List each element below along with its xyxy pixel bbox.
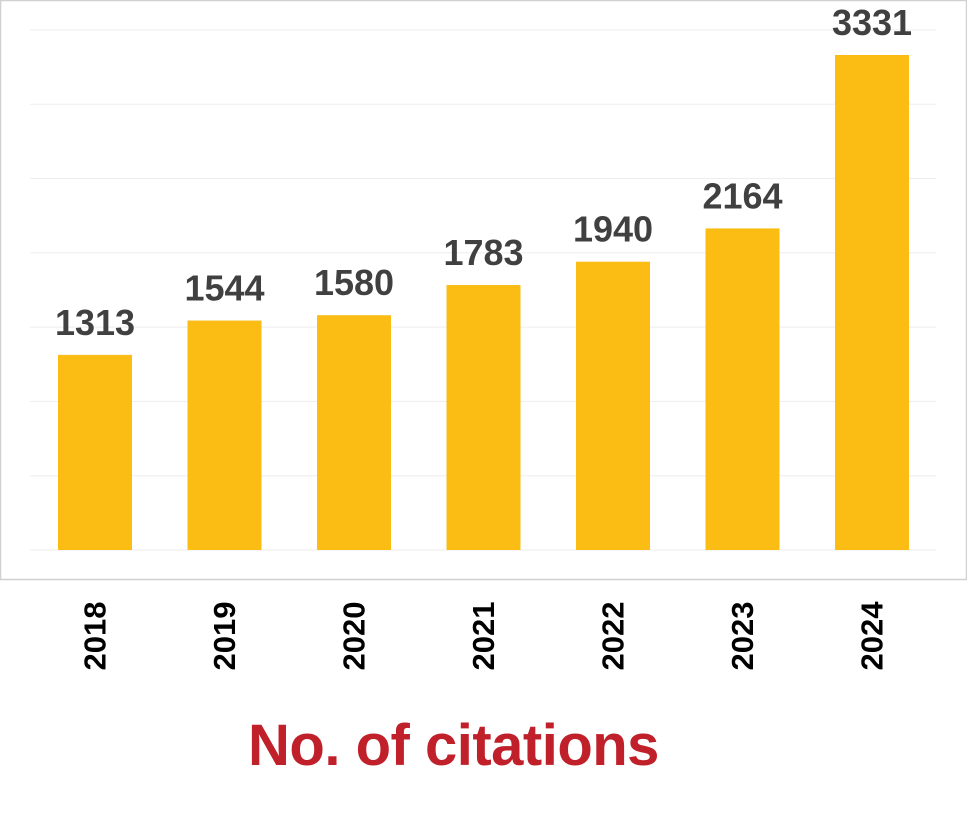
value-label-2023: 2164 — [702, 175, 782, 216]
value-label-2020: 1580 — [314, 262, 394, 303]
bar-2023 — [705, 228, 780, 550]
value-labels: 1313 1544 1580 1783 1940 2164 3331 — [55, 2, 912, 343]
bar-2022 — [576, 261, 650, 550]
x-axis-caption: No. of citations — [248, 713, 659, 778]
x-tick-label-2023: 2023 — [725, 602, 760, 671]
grid-lines — [30, 29, 936, 551]
bar-2020 — [317, 315, 391, 550]
x-tick-label-2022: 2022 — [596, 602, 631, 671]
x-tick-label-2019: 2019 — [207, 602, 242, 671]
bars — [58, 55, 909, 550]
x-tick-label-2020: 2020 — [337, 602, 372, 671]
x-tick-labels: 2018 2019 2020 2021 2022 2023 2024 — [78, 601, 890, 671]
x-tick-label-2018: 2018 — [78, 602, 113, 671]
value-label-2021: 1783 — [443, 232, 523, 273]
bar-2024 — [835, 55, 909, 550]
x-tick-label-2024: 2024 — [855, 601, 890, 671]
value-label-2019: 1544 — [184, 268, 264, 309]
x-tick-label-2021: 2021 — [466, 602, 501, 671]
bar-2019 — [187, 320, 262, 550]
bar-2021 — [446, 285, 521, 550]
value-label-2018: 1313 — [55, 302, 135, 343]
value-label-2022: 1940 — [573, 209, 653, 250]
value-label-2024: 3331 — [832, 2, 912, 43]
bar-2018 — [58, 354, 132, 550]
